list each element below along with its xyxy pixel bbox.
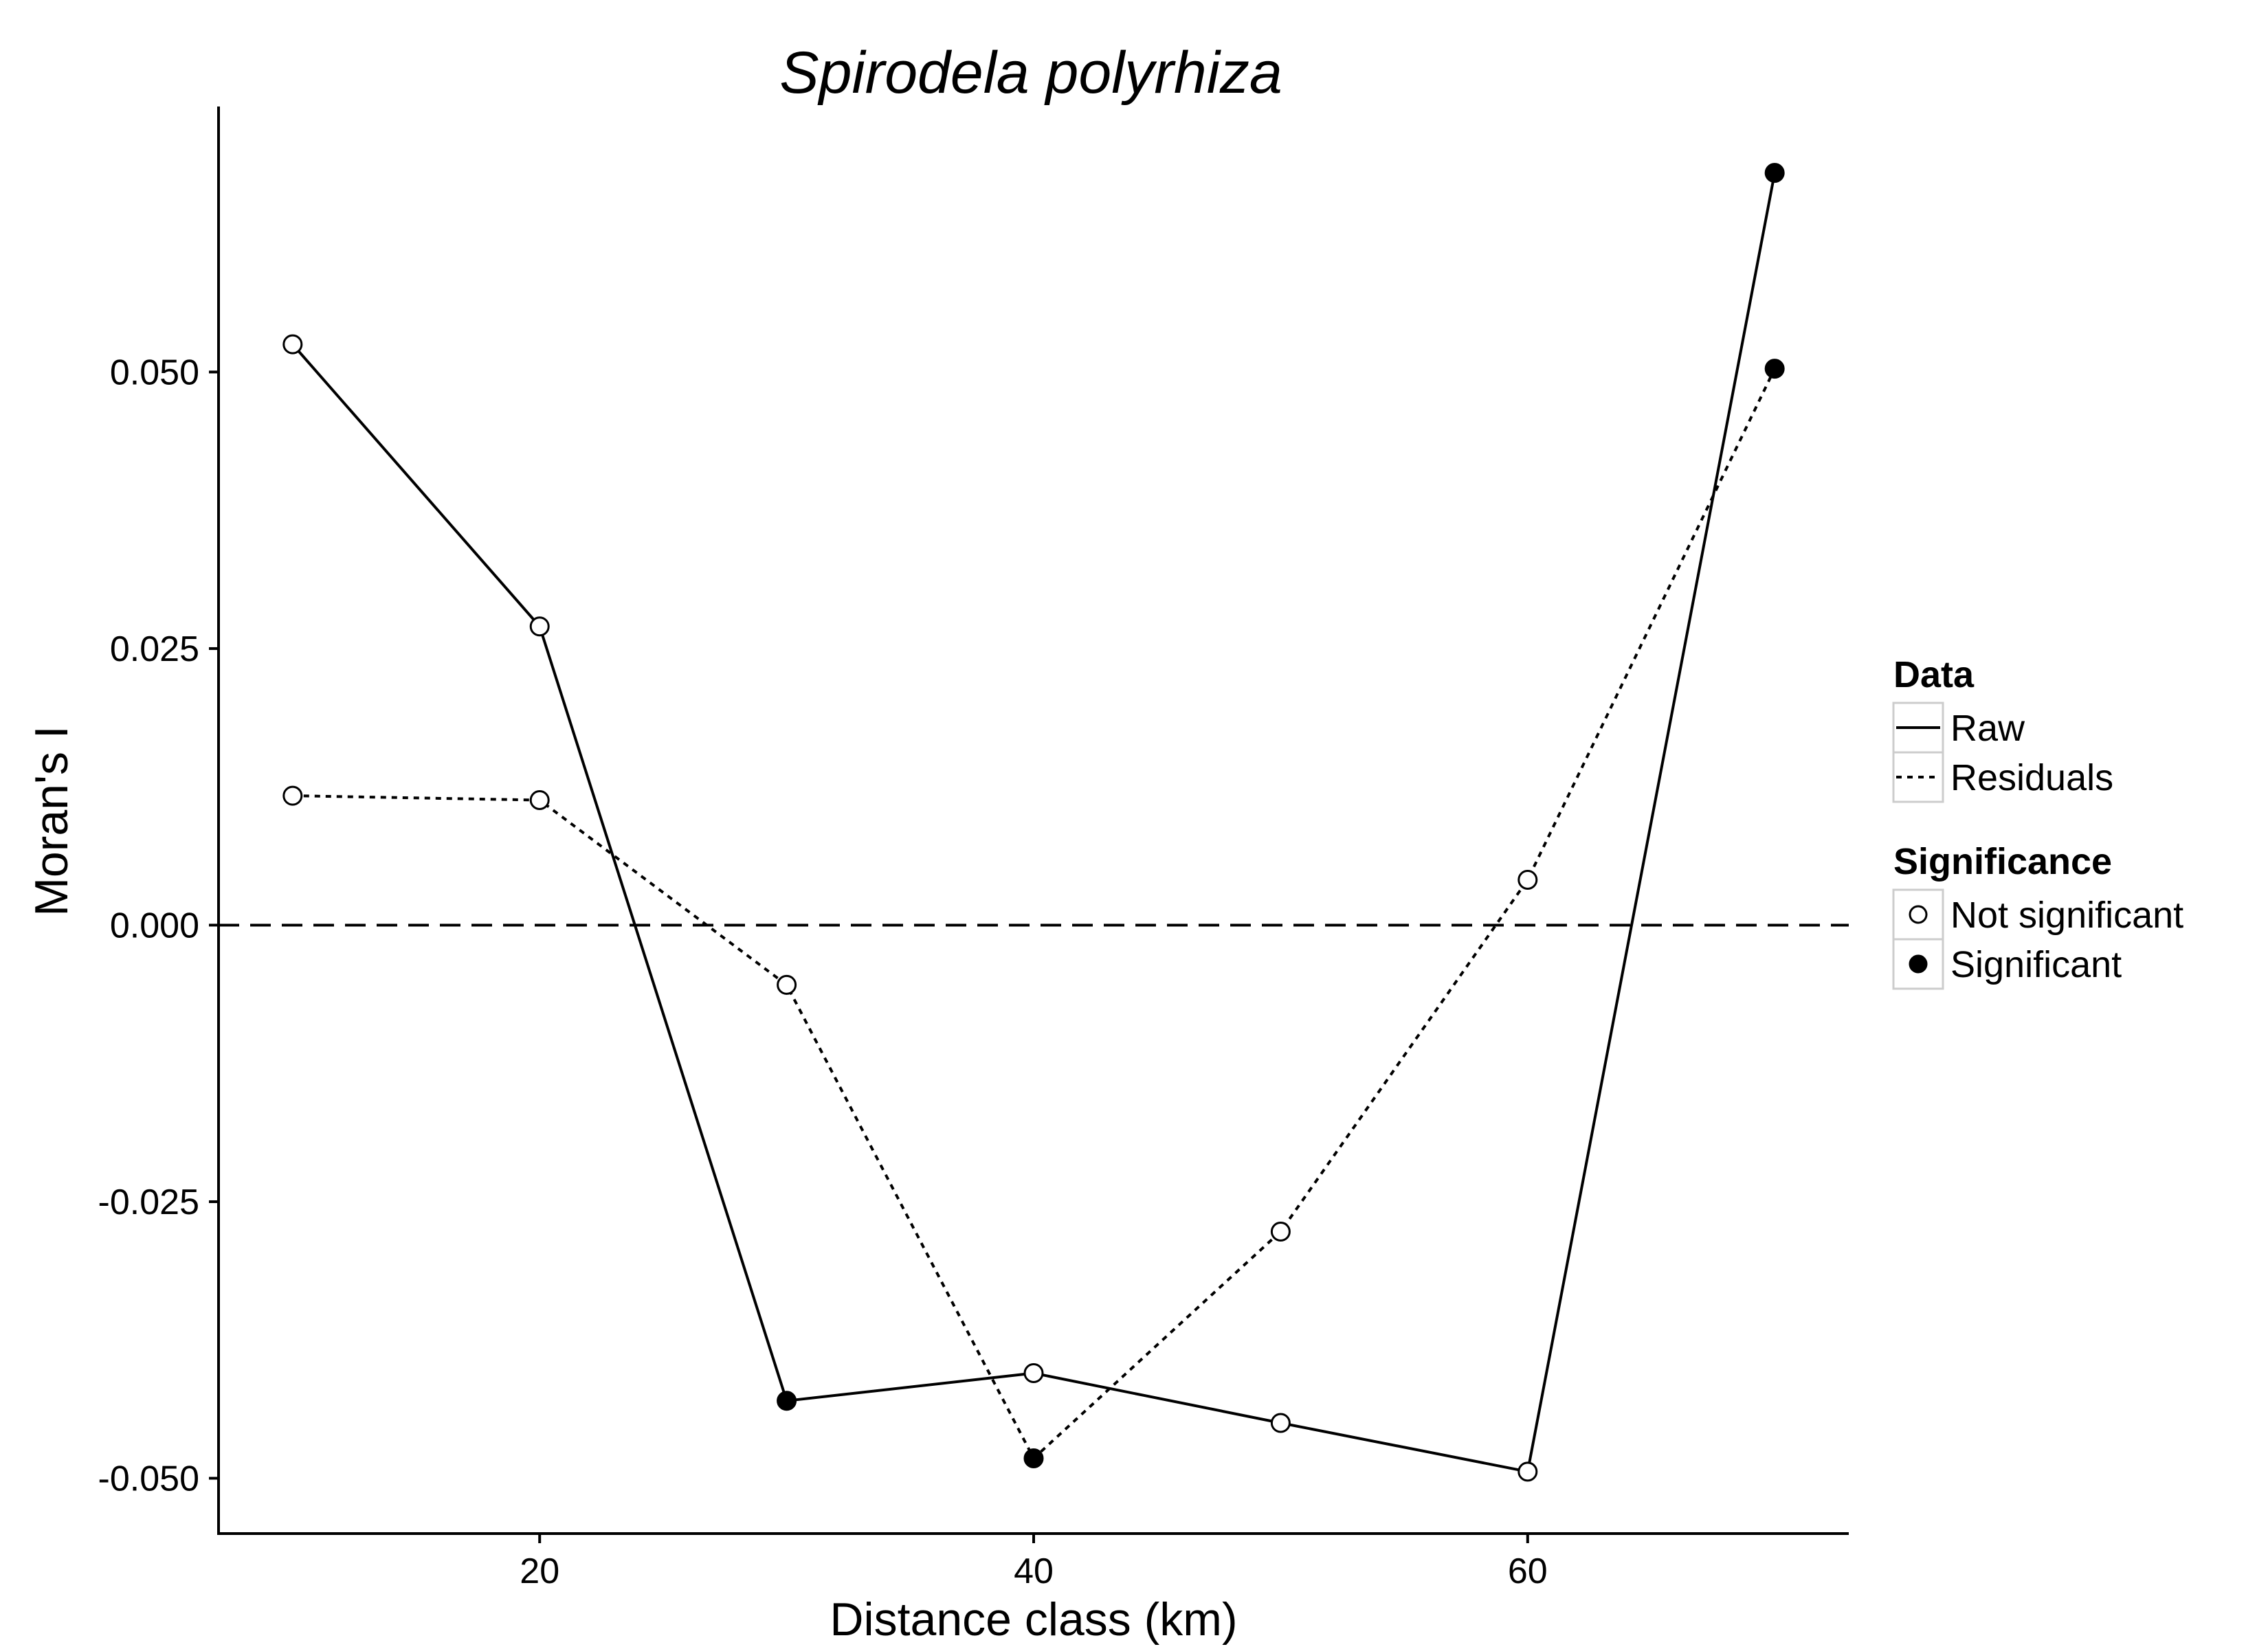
legend-item-not-significant: Not significant xyxy=(1892,888,2183,941)
legend-label-not-significant: Not significant xyxy=(1950,895,2183,936)
data-point-residuals-not-significant xyxy=(1270,1221,1291,1242)
data-point-residuals-significant xyxy=(1023,1448,1044,1469)
legend-item-significant: Significant xyxy=(1892,938,2122,990)
series-line-raw xyxy=(291,172,1777,1473)
legend-item-raw: Raw xyxy=(1892,702,2025,754)
legend-significance-title: Significance xyxy=(1893,841,2112,882)
y-tick-label: -0.025 xyxy=(98,1182,199,1222)
legend-label-residuals: Residuals xyxy=(1950,757,2113,798)
legend-label-significant: Significant xyxy=(1950,944,2122,985)
legend: Data Raw Residuals Significance Not sign… xyxy=(1892,654,2183,990)
data-point-raw-not-significant xyxy=(1270,1413,1291,1433)
legend-item-residuals: Residuals xyxy=(1892,751,2113,803)
legend-label-raw: Raw xyxy=(1950,708,2025,749)
y-tick-label: 0.050 xyxy=(110,352,199,392)
y-tick-label: 0.000 xyxy=(110,906,199,945)
y-axis-title: Moran's I xyxy=(25,726,78,917)
x-tick-label: 20 xyxy=(520,1551,559,1591)
data-point-residuals-not-significant xyxy=(282,785,303,806)
data-point-residuals-not-significant xyxy=(1517,869,1538,890)
data-point-residuals-significant xyxy=(1764,359,1785,379)
data-point-raw-significant xyxy=(1764,163,1785,183)
data-point-residuals-not-significant xyxy=(777,974,797,995)
legend-marker-open xyxy=(1909,905,1928,924)
series-line-residuals xyxy=(292,368,1777,1460)
y-tick-label: -0.050 xyxy=(98,1459,199,1499)
chart-title: Spirodela polyrhiza xyxy=(779,40,1282,106)
y-tick-label: 0.025 xyxy=(110,629,199,669)
legend-marker-filled xyxy=(1909,954,1928,974)
x-axis-title: Distance class (km) xyxy=(830,1593,1237,1646)
x-tick-label: 60 xyxy=(1508,1551,1548,1591)
x-axis-ticks: 20 40 60 xyxy=(520,1534,1548,1591)
data-point-raw-not-significant xyxy=(1023,1363,1044,1384)
data-point-raw-not-significant xyxy=(529,616,550,637)
legend-data-title: Data xyxy=(1893,654,1975,695)
data-point-raw-not-significant xyxy=(282,334,303,355)
series-layer xyxy=(282,163,1785,1482)
x-tick-label: 40 xyxy=(1014,1551,1054,1591)
data-point-raw-significant xyxy=(777,1391,797,1411)
data-point-raw-not-significant xyxy=(1517,1461,1538,1482)
y-axis-ticks: -0.050 -0.025 0.000 0.025 0.050 xyxy=(98,352,219,1499)
data-point-residuals-not-significant xyxy=(529,790,550,811)
